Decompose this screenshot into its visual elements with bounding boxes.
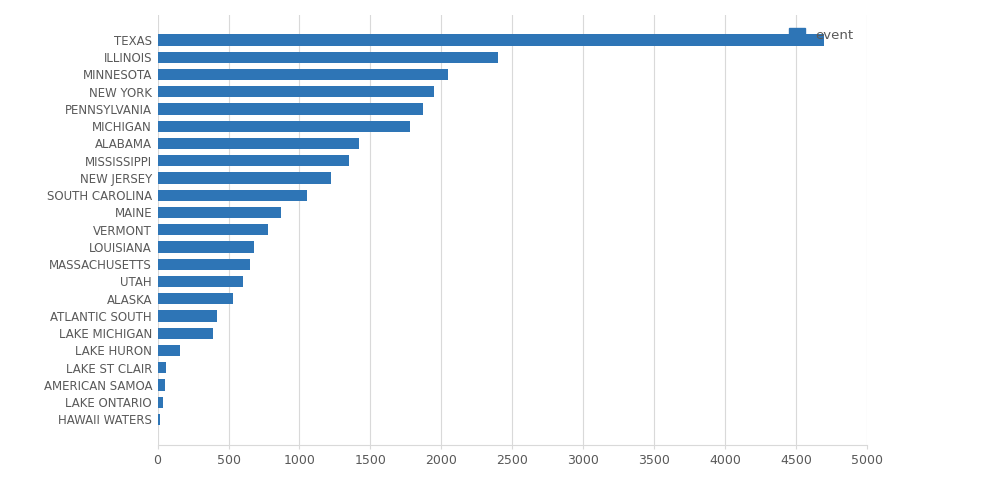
Bar xyxy=(158,190,306,201)
Bar xyxy=(158,242,254,252)
Bar xyxy=(158,172,331,184)
Bar xyxy=(158,414,161,425)
Bar xyxy=(158,310,217,322)
Bar xyxy=(158,276,242,287)
Bar xyxy=(158,328,213,339)
Bar xyxy=(158,138,359,149)
Bar xyxy=(158,86,434,97)
Bar xyxy=(158,35,824,45)
Bar xyxy=(158,258,250,270)
Bar xyxy=(158,362,166,373)
Bar xyxy=(158,51,498,63)
Bar xyxy=(158,379,164,391)
Bar xyxy=(158,397,163,408)
Bar xyxy=(158,103,423,115)
Legend: event: event xyxy=(782,21,860,49)
Bar xyxy=(158,155,349,166)
Bar xyxy=(158,224,268,235)
Bar xyxy=(158,345,180,356)
Bar xyxy=(158,69,448,80)
Bar xyxy=(158,293,232,304)
Bar xyxy=(158,121,410,132)
Bar xyxy=(158,207,281,218)
